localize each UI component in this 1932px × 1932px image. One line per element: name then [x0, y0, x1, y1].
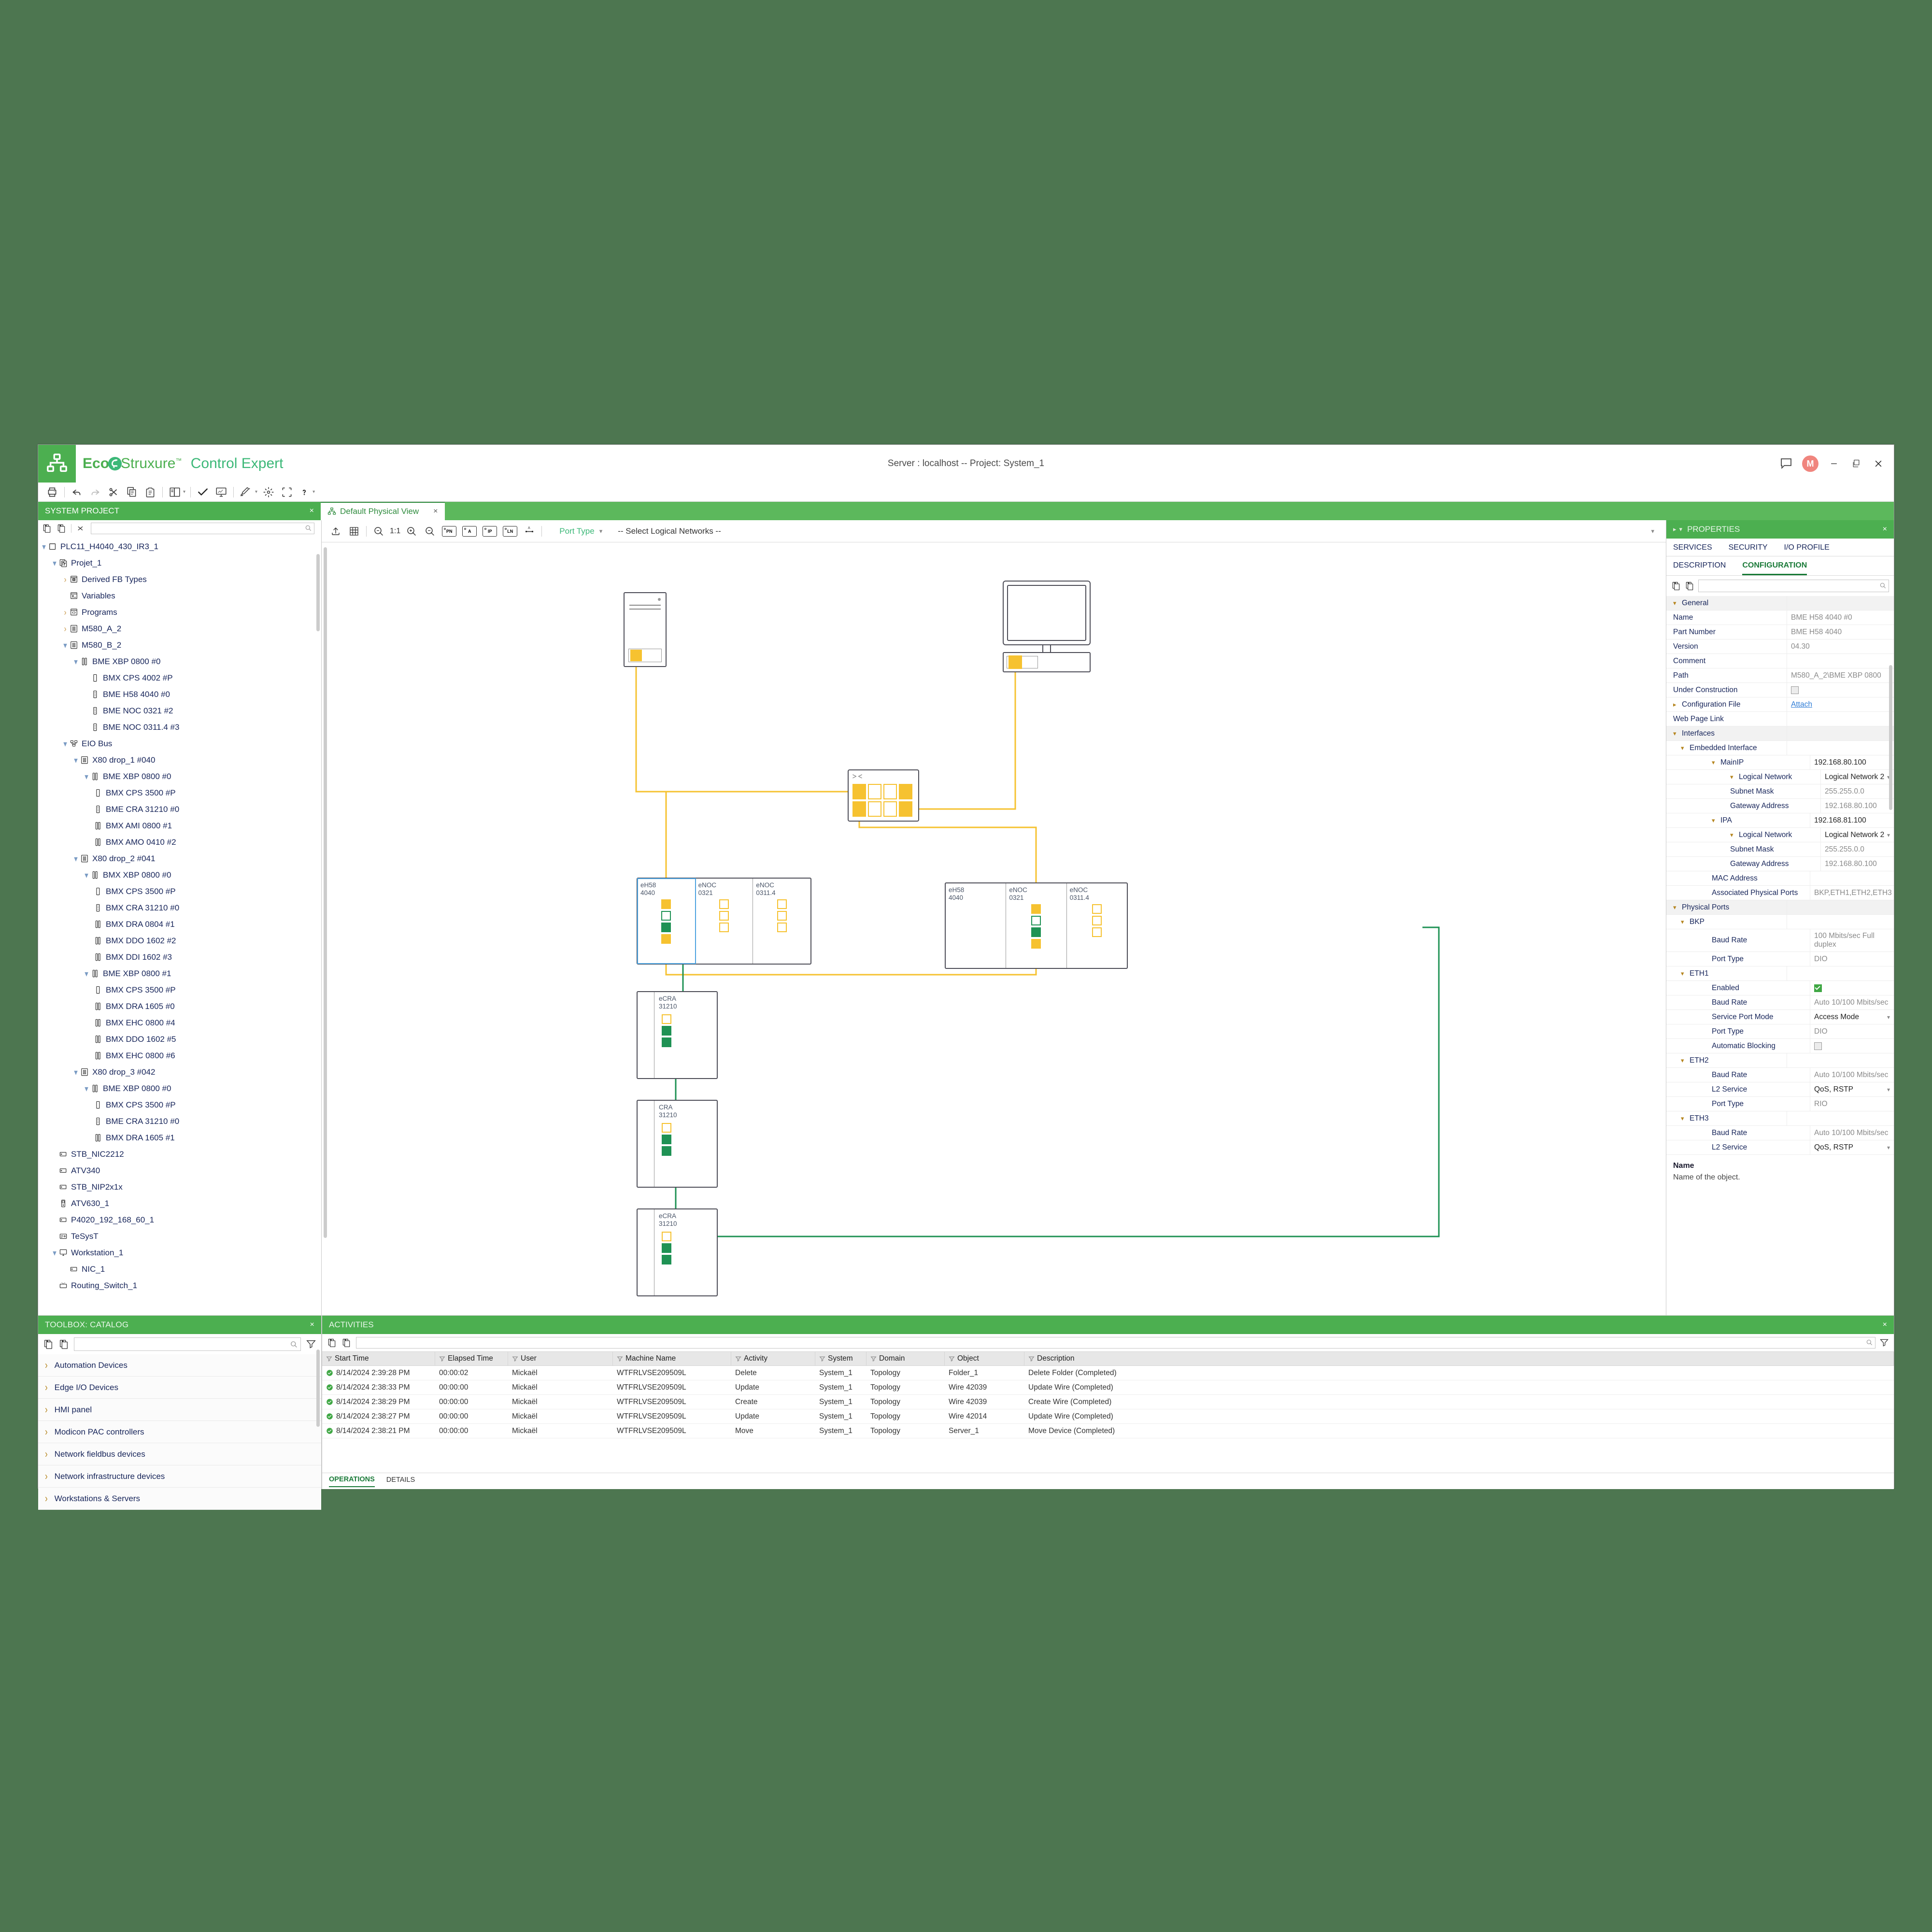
svg-text:A: A [528, 526, 530, 530]
